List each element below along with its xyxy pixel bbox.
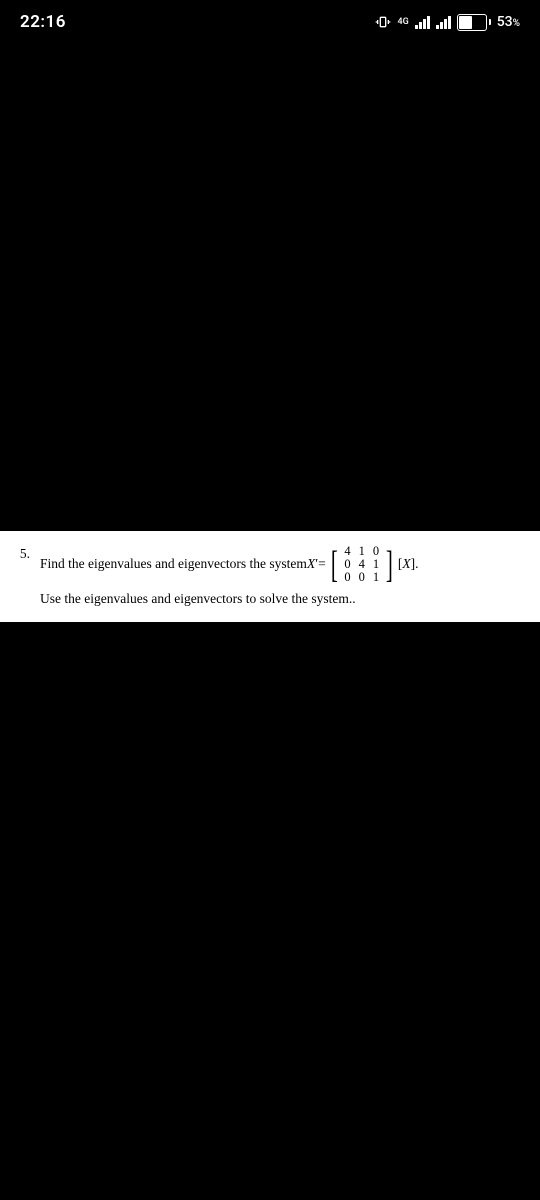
matrix-cell: 1 xyxy=(369,571,383,584)
status-left: 22:16 xyxy=(20,12,66,32)
battery-indicator xyxy=(457,14,491,31)
status-bar: 22:16 4G 53% xyxy=(0,0,540,44)
battery-fill xyxy=(459,16,473,29)
coefficient-matrix: [ 4 1 0 0 4 1 0 xyxy=(328,545,396,584)
matrix-right-bracket: ] xyxy=(386,546,393,584)
matrix-left-bracket: [ xyxy=(331,546,338,584)
lhs-variable: X xyxy=(307,555,315,573)
equals-sign: = xyxy=(318,555,326,573)
problem-line-1: Find the eigenvalues and eigenvectors th… xyxy=(40,545,528,584)
network-type-label: 4G xyxy=(397,18,408,27)
problem-body: Find the eigenvalues and eigenvectors th… xyxy=(40,545,528,608)
signal-bars-2 xyxy=(436,15,451,29)
status-right: 4G 53% xyxy=(375,14,520,31)
battery-percent-suffix: % xyxy=(513,18,520,29)
matrix-cell: 0 xyxy=(340,571,354,584)
signal-bars-1 xyxy=(415,15,430,29)
vibrate-icon xyxy=(375,14,391,30)
problem-text-before: Find the eigenvalues and eigenvectors th… xyxy=(40,555,307,573)
rhs-bracket-close: ]. xyxy=(411,555,419,573)
matrix-row: 0 0 1 xyxy=(340,571,383,584)
matrix-table: 4 1 0 0 4 1 0 0 1 xyxy=(340,545,383,584)
problem-5: 5. Find the eigenvalues and eigenvectors… xyxy=(12,545,528,608)
battery-body xyxy=(457,14,487,31)
problem-number: 5. xyxy=(12,545,30,563)
matrix-cell: 0 xyxy=(355,571,369,584)
problem-line-2: Use the eigenvalues and eigenvectors to … xyxy=(40,590,528,608)
battery-percent-value: 53 xyxy=(497,14,513,30)
document-strip: 5. Find the eigenvalues and eigenvectors… xyxy=(0,531,540,622)
battery-percent: 53% xyxy=(497,14,520,30)
clock: 22:16 xyxy=(20,12,66,32)
rhs-variable: X xyxy=(402,555,410,573)
battery-cap xyxy=(489,19,491,25)
